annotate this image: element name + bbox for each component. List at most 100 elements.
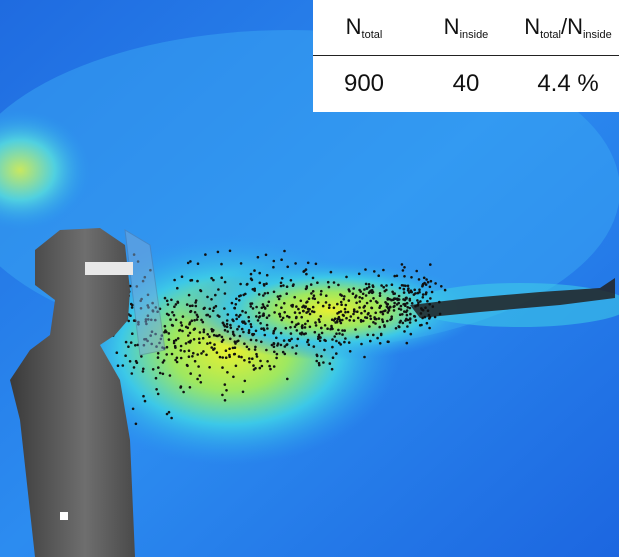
droplet — [360, 343, 363, 346]
droplet — [317, 337, 320, 340]
droplet — [226, 371, 229, 374]
droplet — [175, 339, 178, 342]
droplet — [222, 339, 225, 342]
droplet — [238, 355, 241, 358]
droplet — [430, 280, 433, 283]
droplet — [347, 311, 350, 314]
droplet — [348, 299, 351, 302]
results-table: Ntotal Ninside Ntotal/Ninside 900 40 4.4… — [313, 0, 619, 112]
droplet — [393, 309, 396, 312]
droplet — [188, 294, 191, 297]
droplet — [240, 356, 243, 359]
droplet — [206, 333, 209, 336]
droplet — [403, 284, 406, 287]
droplet — [134, 344, 137, 347]
droplet — [189, 311, 192, 314]
droplet — [167, 303, 170, 306]
droplet — [235, 298, 238, 301]
droplet — [349, 350, 352, 353]
droplet — [325, 301, 328, 304]
droplet — [198, 341, 201, 344]
droplet — [406, 314, 409, 317]
droplet — [178, 329, 181, 332]
droplet — [241, 328, 244, 331]
droplet — [297, 338, 300, 341]
droplet — [295, 352, 298, 355]
droplet — [323, 349, 326, 352]
table-row: 900 40 4.4 % — [313, 56, 619, 111]
droplet — [336, 321, 339, 324]
droplet — [348, 288, 351, 291]
droplet — [252, 288, 255, 291]
droplet — [140, 355, 143, 358]
droplet — [291, 321, 294, 324]
droplet — [210, 277, 213, 280]
droplet — [155, 377, 158, 380]
droplet — [210, 298, 213, 301]
droplet — [294, 311, 297, 314]
droplet — [342, 314, 345, 317]
droplet — [235, 314, 238, 317]
droplet — [197, 262, 200, 265]
droplet — [377, 274, 380, 277]
droplet — [234, 346, 237, 349]
droplet — [328, 286, 331, 289]
droplet — [222, 322, 225, 325]
droplet — [403, 310, 406, 313]
droplet — [378, 326, 381, 329]
droplet — [233, 353, 236, 356]
droplet — [286, 285, 289, 288]
droplet — [176, 357, 179, 360]
droplet — [355, 302, 358, 305]
droplet — [217, 288, 220, 291]
droplet — [416, 304, 419, 307]
droplet — [301, 327, 304, 330]
droplet — [291, 346, 294, 349]
droplet — [224, 399, 227, 402]
droplet — [407, 285, 410, 288]
droplet — [234, 340, 237, 343]
droplet — [295, 345, 298, 348]
droplet — [393, 305, 396, 308]
droplet — [283, 250, 286, 253]
droplet — [340, 294, 343, 297]
header-text: N — [524, 14, 540, 39]
droplet — [400, 305, 403, 308]
droplet — [262, 294, 265, 297]
droplet — [252, 364, 255, 367]
droplet — [358, 306, 361, 309]
droplet — [413, 289, 416, 292]
droplet — [273, 342, 276, 345]
droplet — [122, 364, 125, 367]
droplet — [242, 294, 245, 297]
droplet — [157, 352, 160, 355]
droplet — [309, 326, 312, 329]
droplet — [250, 305, 253, 308]
droplet — [266, 327, 269, 330]
droplet — [259, 360, 262, 363]
droplet — [193, 328, 196, 331]
droplet — [444, 289, 447, 292]
droplet — [356, 310, 359, 313]
droplet — [313, 345, 316, 348]
droplet — [173, 279, 176, 282]
droplet — [216, 335, 219, 338]
droplet — [307, 310, 310, 313]
droplet — [208, 335, 211, 338]
droplet — [429, 286, 432, 289]
header-sub: total — [362, 29, 383, 41]
droplet — [292, 283, 295, 286]
droplet — [257, 256, 260, 259]
droplet — [362, 320, 365, 323]
droplet — [345, 276, 348, 279]
droplet — [229, 250, 232, 253]
droplet — [273, 351, 276, 354]
table-cell: 4.4 % — [517, 70, 619, 98]
droplet — [250, 339, 253, 342]
droplet — [313, 294, 316, 297]
droplet — [273, 330, 276, 333]
droplet — [368, 291, 371, 294]
droplet — [273, 365, 276, 368]
droplet — [289, 326, 292, 329]
droplet — [268, 314, 271, 317]
